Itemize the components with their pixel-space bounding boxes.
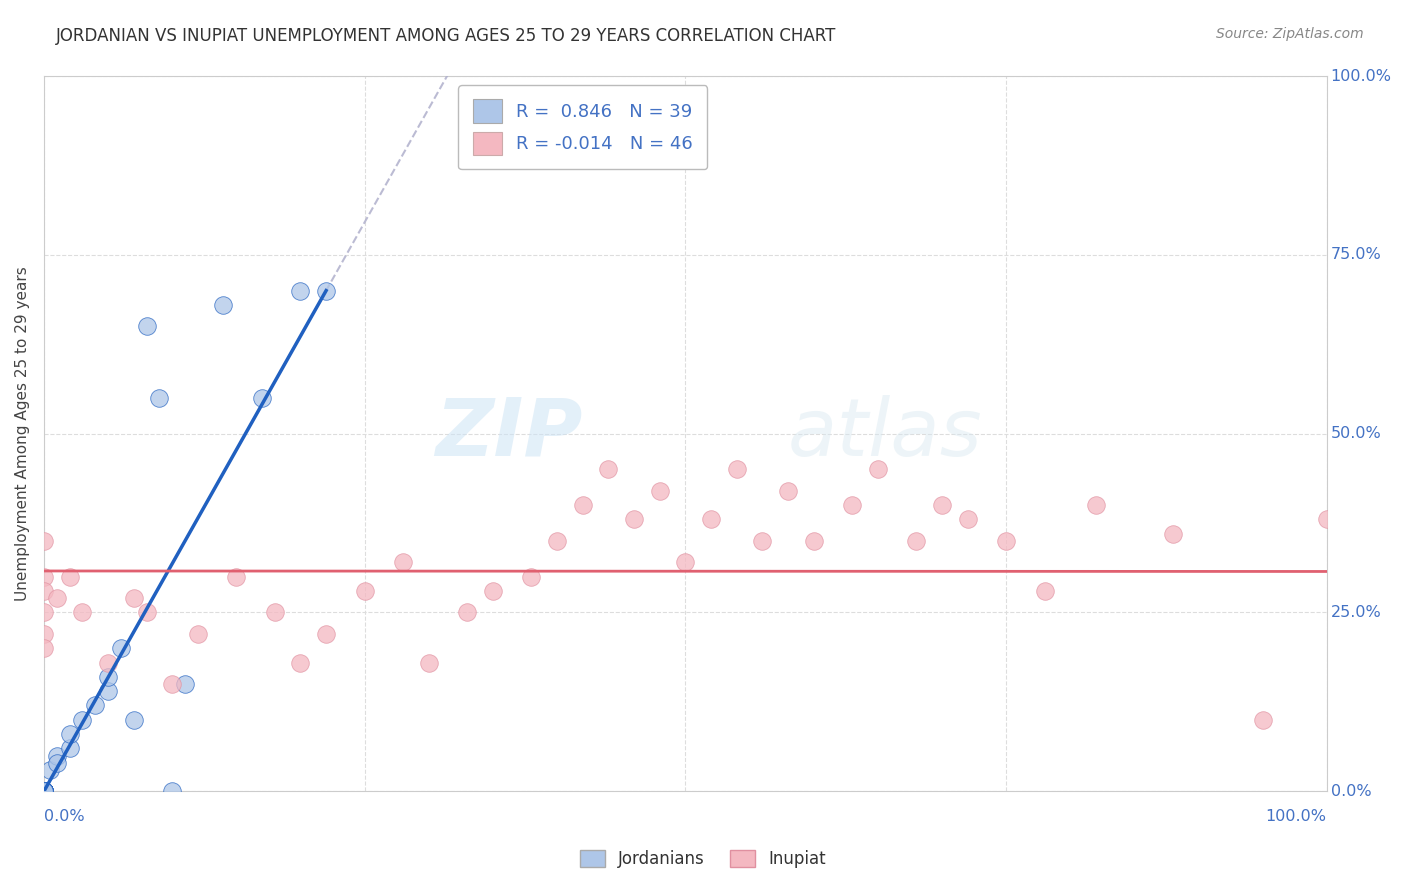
- Point: [725, 462, 748, 476]
- Point: [32, 784, 55, 798]
- Point: [1316, 512, 1339, 526]
- Point: [32, 784, 55, 798]
- Text: 100.0%: 100.0%: [1265, 809, 1327, 824]
- Text: atlas: atlas: [787, 394, 983, 473]
- Point: [32, 784, 55, 798]
- Point: [225, 570, 247, 584]
- Point: [32, 627, 55, 641]
- Point: [1084, 498, 1107, 512]
- Point: [32, 784, 55, 798]
- Point: [931, 498, 953, 512]
- Point: [995, 533, 1018, 548]
- Point: [1251, 713, 1274, 727]
- Point: [956, 512, 979, 526]
- Point: [32, 784, 55, 798]
- Point: [174, 677, 197, 691]
- Point: [1033, 584, 1056, 599]
- Point: [866, 462, 889, 476]
- Point: [32, 784, 55, 798]
- Point: [263, 606, 285, 620]
- Legend: R =  0.846   N = 39, R = -0.014   N = 46: R = 0.846 N = 39, R = -0.014 N = 46: [458, 85, 707, 169]
- Point: [110, 641, 132, 656]
- Point: [97, 670, 120, 684]
- Point: [32, 606, 55, 620]
- Point: [32, 584, 55, 599]
- Point: [418, 656, 440, 670]
- Point: [58, 727, 80, 741]
- Point: [751, 533, 773, 548]
- Text: 25.0%: 25.0%: [1330, 605, 1381, 620]
- Point: [32, 784, 55, 798]
- Point: [32, 784, 55, 798]
- Point: [97, 684, 120, 698]
- Point: [32, 784, 55, 798]
- Point: [290, 284, 312, 298]
- Point: [571, 498, 593, 512]
- Point: [905, 533, 928, 548]
- Point: [250, 391, 273, 405]
- Point: [45, 591, 67, 606]
- Point: [32, 784, 55, 798]
- Point: [32, 784, 55, 798]
- Point: [392, 556, 415, 570]
- Point: [32, 533, 55, 548]
- Point: [32, 784, 55, 798]
- Point: [32, 784, 55, 798]
- Point: [32, 784, 55, 798]
- Point: [598, 462, 620, 476]
- Point: [32, 784, 55, 798]
- Point: [315, 627, 337, 641]
- Point: [32, 641, 55, 656]
- Text: Source: ZipAtlas.com: Source: ZipAtlas.com: [1216, 27, 1364, 41]
- Text: 100.0%: 100.0%: [1330, 69, 1392, 84]
- Point: [546, 533, 568, 548]
- Point: [45, 756, 67, 770]
- Point: [122, 591, 145, 606]
- Point: [58, 570, 80, 584]
- Point: [135, 319, 157, 334]
- Legend: Jordanians, Inupiat: Jordanians, Inupiat: [574, 843, 832, 875]
- Point: [122, 713, 145, 727]
- Point: [353, 584, 375, 599]
- Point: [803, 533, 825, 548]
- Text: ZIP: ZIP: [436, 394, 582, 473]
- Point: [97, 656, 120, 670]
- Point: [148, 391, 170, 405]
- Point: [456, 606, 478, 620]
- Point: [673, 556, 696, 570]
- Point: [32, 784, 55, 798]
- Point: [135, 606, 157, 620]
- Point: [32, 784, 55, 798]
- Point: [520, 570, 543, 584]
- Point: [315, 284, 337, 298]
- Point: [648, 483, 671, 498]
- Text: 0.0%: 0.0%: [44, 809, 84, 824]
- Point: [32, 784, 55, 798]
- Point: [776, 483, 799, 498]
- Point: [212, 298, 235, 312]
- Text: 50.0%: 50.0%: [1330, 426, 1381, 442]
- Point: [32, 784, 55, 798]
- Point: [72, 713, 94, 727]
- Text: 75.0%: 75.0%: [1330, 247, 1381, 262]
- Point: [187, 627, 209, 641]
- Point: [290, 656, 312, 670]
- Point: [32, 570, 55, 584]
- Point: [39, 763, 62, 777]
- Point: [84, 698, 107, 713]
- Point: [72, 606, 94, 620]
- Point: [841, 498, 863, 512]
- Point: [160, 784, 183, 798]
- Text: 0.0%: 0.0%: [1330, 784, 1371, 799]
- Point: [58, 741, 80, 756]
- Point: [32, 784, 55, 798]
- Point: [482, 584, 505, 599]
- Point: [1161, 526, 1184, 541]
- Point: [623, 512, 645, 526]
- Point: [160, 677, 183, 691]
- Text: JORDANIAN VS INUPIAT UNEMPLOYMENT AMONG AGES 25 TO 29 YEARS CORRELATION CHART: JORDANIAN VS INUPIAT UNEMPLOYMENT AMONG …: [56, 27, 837, 45]
- Point: [45, 748, 67, 763]
- Point: [700, 512, 723, 526]
- Y-axis label: Unemployment Among Ages 25 to 29 years: Unemployment Among Ages 25 to 29 years: [15, 267, 30, 601]
